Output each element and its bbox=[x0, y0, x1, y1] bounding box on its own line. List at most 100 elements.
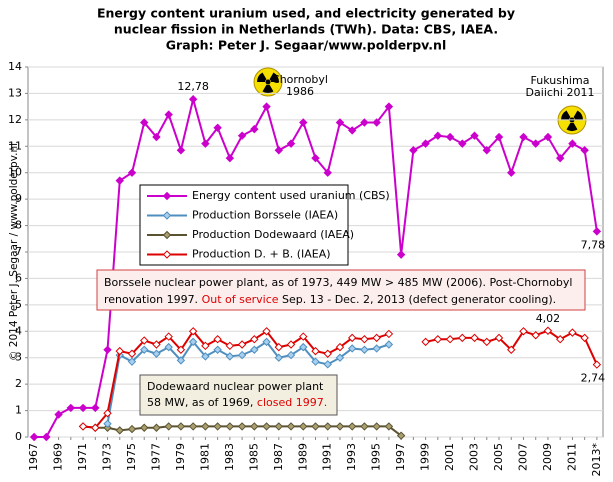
point bbox=[225, 341, 235, 351]
point bbox=[176, 422, 186, 431]
legend-box bbox=[139, 184, 349, 266]
point bbox=[115, 176, 124, 185]
legend-label: Energy content used uranium (CBS) bbox=[192, 189, 390, 202]
point bbox=[445, 132, 455, 142]
point bbox=[384, 340, 394, 349]
point bbox=[384, 422, 394, 431]
y-tick-label: 10 bbox=[8, 166, 22, 179]
point bbox=[213, 345, 222, 354]
chart-title: nuclear fission in Netherlands (TWh). Da… bbox=[114, 22, 498, 37]
annotation-text: Sep. 13 - Dec. 2, 2013 (defect generator… bbox=[279, 293, 557, 306]
x-tick-label: 2009 bbox=[541, 443, 554, 471]
point bbox=[250, 335, 259, 344]
x-tick-label: 1989 bbox=[296, 443, 309, 471]
point bbox=[91, 403, 100, 413]
point bbox=[433, 335, 443, 344]
point bbox=[299, 422, 308, 431]
point bbox=[470, 333, 479, 343]
annotation: Dodewaard nuclear power plant bbox=[147, 380, 324, 393]
point bbox=[433, 131, 443, 140]
data-label: 4,02 bbox=[536, 312, 561, 325]
point bbox=[140, 118, 149, 127]
point bbox=[78, 422, 88, 431]
point bbox=[531, 139, 540, 148]
point bbox=[152, 132, 161, 142]
point bbox=[580, 146, 589, 155]
annotation: renovation 1997. Out of service Sep. 13 … bbox=[104, 293, 556, 306]
point bbox=[372, 118, 381, 127]
point bbox=[323, 360, 332, 369]
point bbox=[103, 419, 112, 428]
point bbox=[274, 422, 284, 431]
point bbox=[262, 422, 271, 431]
x-tick-label: 2013* bbox=[590, 443, 603, 477]
x-tick-label: 2003 bbox=[468, 443, 481, 471]
y-tick-label: 13 bbox=[8, 86, 22, 99]
point bbox=[396, 250, 406, 259]
point bbox=[115, 346, 124, 356]
point bbox=[299, 342, 308, 352]
point bbox=[201, 341, 210, 351]
point bbox=[176, 146, 186, 155]
point bbox=[42, 432, 51, 442]
point bbox=[347, 126, 357, 135]
point bbox=[482, 146, 491, 155]
annotation-box bbox=[139, 374, 338, 416]
annotation-text: Borssele nuclear power plant, as of 1973… bbox=[104, 276, 572, 289]
point bbox=[592, 360, 602, 369]
point bbox=[176, 345, 186, 354]
chart-title: Energy content uranium used, and electri… bbox=[97, 6, 515, 21]
x-tick-label: 1971 bbox=[76, 443, 89, 471]
x-tick-label: 1981 bbox=[198, 443, 211, 471]
y-tick-label: 12 bbox=[8, 113, 22, 126]
annotation: 1986 bbox=[286, 85, 314, 98]
point bbox=[335, 353, 345, 362]
x-tick-label: 1995 bbox=[370, 443, 383, 471]
point bbox=[335, 342, 345, 352]
point bbox=[237, 340, 247, 349]
point bbox=[140, 423, 149, 432]
y-tick-label: 14 bbox=[8, 60, 22, 73]
annotation: 58 MW, as of 1969, closed 1997. bbox=[147, 396, 327, 409]
point bbox=[127, 349, 137, 358]
point bbox=[396, 431, 406, 440]
point bbox=[568, 139, 577, 148]
point bbox=[555, 153, 565, 163]
point bbox=[555, 335, 565, 344]
legend-marker bbox=[162, 250, 172, 259]
point bbox=[152, 340, 161, 349]
point bbox=[409, 146, 418, 155]
x-tick-label: 1979 bbox=[174, 443, 187, 471]
point bbox=[274, 146, 284, 155]
y-tick-label: 4 bbox=[15, 324, 22, 337]
x-tick-label: 1969 bbox=[52, 443, 65, 471]
point bbox=[140, 345, 149, 354]
point bbox=[592, 227, 602, 236]
legend-marker bbox=[162, 230, 172, 240]
point bbox=[213, 422, 222, 431]
point bbox=[323, 168, 332, 177]
point bbox=[127, 168, 137, 177]
point bbox=[164, 332, 173, 341]
y-tick-label: 7 bbox=[15, 245, 22, 258]
radiation-icon bbox=[253, 67, 283, 97]
y-tick-label: 0 bbox=[15, 430, 22, 443]
x-tick-label: 1997 bbox=[394, 443, 407, 471]
legend-marker bbox=[162, 191, 172, 201]
point bbox=[543, 326, 553, 335]
annotation-text: Dodewaard nuclear power plant bbox=[147, 380, 324, 393]
point bbox=[470, 131, 479, 140]
point bbox=[164, 422, 173, 431]
y-tick-label: 2 bbox=[15, 377, 22, 390]
point bbox=[152, 349, 161, 358]
y-tick-label: 11 bbox=[8, 139, 22, 152]
annotation-text: closed 1997. bbox=[257, 396, 327, 409]
point bbox=[66, 403, 76, 413]
legend-marker bbox=[162, 211, 172, 220]
point bbox=[164, 342, 173, 352]
x-tick-label: 1973 bbox=[101, 443, 114, 471]
legend-label: Production D. + B. (IAEA) bbox=[192, 248, 331, 261]
point bbox=[458, 333, 467, 343]
point bbox=[78, 403, 88, 413]
x-tick-label: 2001 bbox=[443, 443, 456, 471]
